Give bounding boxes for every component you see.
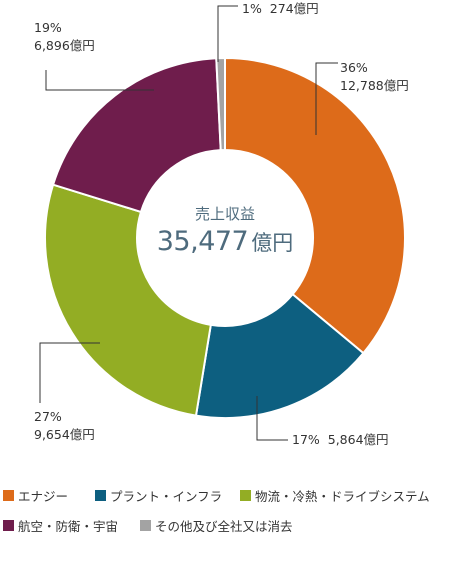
label-aerospace-percent: 19% — [34, 20, 62, 35]
label-energy: 36% 12,788億円 — [340, 59, 409, 95]
slice-aerospace — [51, 57, 222, 214]
label-aerospace-value: 6,896億円 — [34, 38, 95, 53]
legend-swatch-aerospace — [3, 519, 14, 531]
legend-item-aerospace: 航空・防衛・宇宙 — [3, 516, 140, 535]
slice-plant — [194, 292, 365, 419]
center-title: 売上収益 — [194, 205, 255, 223]
legend-label-plant: プラント・インフラ — [110, 488, 223, 504]
leader-line-plant — [256, 396, 288, 441]
label-logistics: 27% 9,654億円 — [34, 408, 95, 444]
center-total: 35,477 億円 — [130, 226, 320, 257]
label-energy-value: 12,788億円 — [340, 78, 409, 93]
legend-item-logistics: 物流・冷熱・ドライブシステム — [240, 486, 430, 505]
label-aerospace: 19% 6,896億円 — [34, 19, 95, 55]
total-unit: 億円 — [251, 231, 294, 255]
legend-label-aerospace: 航空・防衛・宇宙 — [18, 518, 119, 534]
label-energy-percent: 36% — [340, 60, 368, 75]
label-plant-percent: 17% — [292, 432, 320, 447]
legend-swatch-plant — [95, 489, 106, 501]
legend-item-other: その他及び全社又は消去 — [140, 516, 293, 535]
slice-other — [215, 56, 226, 152]
label-plant-value: 5,864億円 — [327, 432, 389, 447]
leader-line-energy — [315, 62, 338, 135]
leader-line-other — [217, 5, 238, 62]
legend-row: エナジー プラント・インフラ 物流・冷熱・ドライブシステム — [3, 486, 449, 504]
legend-swatch-other — [140, 519, 151, 531]
legend-label-energy: エナジー — [18, 488, 69, 504]
label-logistics-percent: 27% — [34, 409, 62, 424]
legend-swatch-energy — [3, 489, 14, 501]
label-plant: 17% 5,864億円 — [292, 431, 389, 449]
label-other-percent: 1% — [242, 1, 262, 16]
total-value: 35,477 — [156, 226, 249, 257]
legend: エナジー プラント・インフラ 物流・冷熱・ドライブシステム 航空・防衛・宇宙 そ… — [3, 486, 449, 546]
legend-row: 航空・防衛・宇宙 その他及び全社又は消去 — [3, 516, 449, 534]
legend-item-plant: プラント・インフラ — [95, 486, 240, 505]
legend-item-energy: エナジー — [3, 486, 95, 505]
slice-logistics — [44, 183, 212, 417]
label-logistics-value: 9,654億円 — [34, 427, 95, 442]
label-other-value: 274億円 — [269, 1, 319, 16]
leader-line-aerospace — [45, 70, 154, 91]
legend-label-logistics: 物流・冷熱・ドライブシステム — [255, 488, 430, 504]
label-other: 1% 274億円 — [242, 0, 319, 18]
leader-line-logistics — [39, 342, 100, 403]
legend-label-other: その他及び全社又は消去 — [155, 518, 293, 534]
slice-energy — [224, 56, 406, 355]
legend-swatch-logistics — [240, 489, 251, 501]
